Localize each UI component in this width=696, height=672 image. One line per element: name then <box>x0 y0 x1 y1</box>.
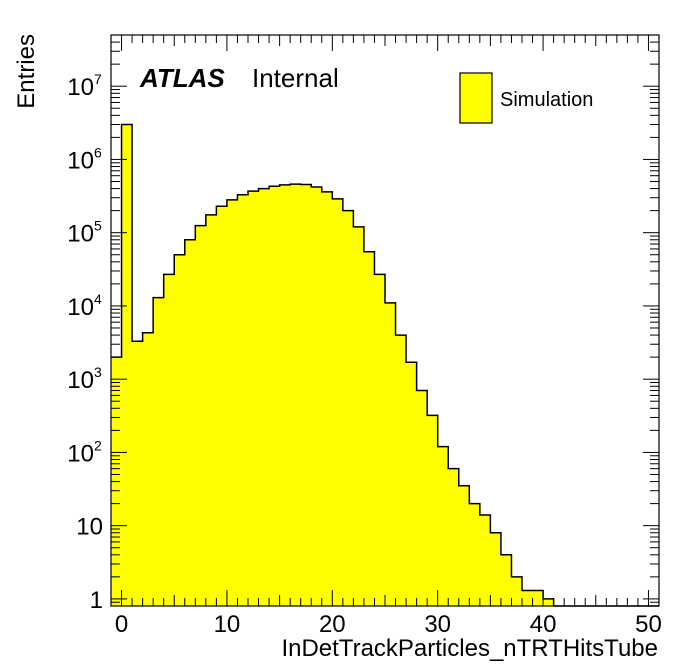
y-tick-label: 1 <box>90 587 103 614</box>
x-axis-tick-labels: 0 10 20 30 40 50 <box>115 611 662 638</box>
y-tick-exponent: 6 <box>94 144 102 160</box>
histogram-bin <box>153 297 165 606</box>
x-tick-label: 40 <box>530 611 557 638</box>
histogram-bin <box>448 468 460 606</box>
histogram-bin <box>427 415 439 606</box>
histogram-bin <box>395 335 407 606</box>
x-tick-label: 50 <box>635 611 662 638</box>
y-tick-label: 10 <box>67 147 94 174</box>
histogram-bin <box>142 332 154 606</box>
y-tick-label: 10 <box>67 367 94 394</box>
histogram-bin <box>374 274 386 606</box>
histogram-bin <box>406 362 418 606</box>
histogram-bin <box>226 199 238 606</box>
atlas-label: ATLAS <box>139 63 225 93</box>
y-tick-label: 10 <box>67 221 94 248</box>
y-tick-label: 10 <box>67 74 94 101</box>
y-axis-ticks <box>111 34 659 607</box>
x-tick-label: 0 <box>115 611 128 638</box>
histogram-bin <box>195 225 207 606</box>
y-tick-exponent: 5 <box>94 218 102 234</box>
histogram-bin <box>321 191 333 607</box>
histogram-bin <box>216 206 228 606</box>
histogram-bin <box>490 532 502 606</box>
histogram-bin <box>332 198 344 606</box>
histogram-bin <box>437 446 449 606</box>
histogram-bin <box>543 598 555 606</box>
histogram-bin <box>363 251 375 606</box>
x-tick-label: 30 <box>424 611 451 638</box>
legend: Simulation <box>459 72 593 124</box>
x-tick-label: 20 <box>319 611 346 638</box>
histogram-bin <box>237 194 249 606</box>
histogram-bin <box>522 590 533 606</box>
y-tick-exponent: 4 <box>94 291 102 307</box>
y-tick-label: 10 <box>76 514 103 541</box>
histogram-outline <box>111 123 659 607</box>
histogram-bin <box>511 576 523 606</box>
histogram-bin <box>416 390 428 606</box>
histogram-bin <box>458 485 470 606</box>
histogram-bin <box>342 210 354 606</box>
histogram-bin <box>311 187 323 607</box>
histogram-bin <box>205 214 217 606</box>
histogram-bin <box>385 302 396 606</box>
histogram-bars <box>111 124 555 607</box>
histogram-bin <box>279 184 291 606</box>
x-axis-ticks <box>110 35 660 606</box>
histogram-bin <box>532 590 544 606</box>
histogram-bin <box>300 184 312 606</box>
histogram-bin <box>132 341 144 606</box>
x-axis-title: InDetTrackParticles_nTRTHitsTube <box>281 635 658 662</box>
histogram-bin <box>248 191 259 606</box>
x-tick-label: 10 <box>214 611 241 638</box>
histogram-bin <box>184 239 196 606</box>
histogram-bin <box>258 188 270 606</box>
histogram-bin <box>121 124 133 607</box>
histogram-bin <box>353 226 365 606</box>
internal-label: Internal <box>252 63 339 93</box>
legend-swatch-simulation <box>459 72 493 124</box>
y-tick-exponent: 2 <box>94 437 102 453</box>
histogram-bin <box>469 503 481 606</box>
histogram-bin <box>174 254 186 606</box>
histogram-bin <box>290 184 302 606</box>
y-axis-title: Entries <box>13 34 40 109</box>
y-tick-exponent: 3 <box>94 364 102 380</box>
histogram-bin <box>479 514 491 606</box>
histogram-bin <box>500 554 512 606</box>
y-tick-exponent: 7 <box>94 71 102 87</box>
histogram-bin <box>163 274 175 606</box>
histogram-bin <box>269 186 281 606</box>
y-tick-label: 10 <box>67 294 94 321</box>
y-tick-label: 10 <box>67 440 94 467</box>
legend-label-simulation: Simulation <box>500 89 593 111</box>
